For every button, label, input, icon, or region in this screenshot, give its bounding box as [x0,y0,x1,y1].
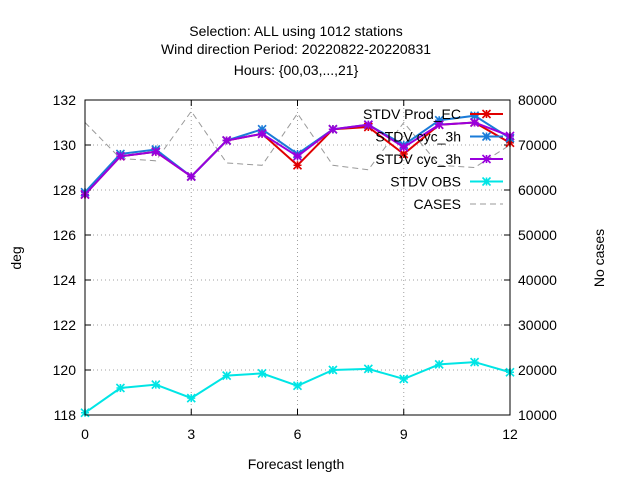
x-tick-label: 0 [81,426,89,442]
series-line-cases-4 [84,110,511,171]
data-point-stdv-cyc-3h-2 [222,135,232,146]
legend: STDV Prod_EC STDV cyc_3h STDV cyc_3h STDV O… [363,106,503,212]
y-tick-label: 130 [53,137,77,153]
x-tick-label: 12 [502,426,518,442]
legend-label: STDV cyc_3h [375,151,461,167]
y2-tick-label: 10000 [518,407,557,423]
data-point-stdv-cyc-3h-2 [470,117,480,128]
legend-marker [481,109,492,119]
y-tick-label: 122 [53,317,77,333]
y2-tick-label: 70000 [518,137,557,153]
y-axis-label: deg [8,246,24,269]
y-tick-label: 124 [53,272,77,288]
x-tick-label: 3 [187,426,195,442]
data-point-stdv-cyc-3h-2 [186,171,196,182]
data-point-stdv-obs-3 [186,393,196,403]
data-point-stdv-obs-3 [151,380,161,390]
data-point-stdv-obs-3 [399,374,409,384]
series-layer [80,110,515,418]
data-point-stdv-obs-3 [257,368,267,378]
data-point-stdv-obs-3 [328,365,338,375]
y2-tick-label: 30000 [518,317,557,333]
legend-label: STDV Prod_EC [363,106,461,122]
legend-label: STDV OBS [390,174,461,190]
data-point-stdv-cyc-3h-2 [363,120,373,130]
y-tick-label: 128 [53,182,77,198]
y-tick-label: 132 [53,92,77,108]
data-point-stdv-cyc-3h-2 [115,151,125,161]
data-point-stdv-cyc-3h-1 [470,111,480,121]
legend-marker [481,131,492,142]
y-tick-label: 120 [53,362,77,378]
plot-frame [84,99,511,416]
data-point-stdv-obs-3 [434,359,444,369]
y2-tick-label: 40000 [518,272,557,288]
data-point-stdv-obs-3 [115,383,125,393]
legend-label: CASES [414,196,461,212]
y2-tick-label: 50000 [518,227,557,243]
x-tick-label: 6 [294,426,302,442]
y-tick-label: 118 [54,407,77,423]
x-tick-label: 9 [400,426,408,442]
data-point-stdv-prod-ec-0 [399,149,409,159]
axis-ticks: 1181201221241261281301321000020000300004… [53,92,558,442]
data-point-stdv-cyc-3h-2 [434,120,444,130]
data-point-stdv-cyc-3h-1 [434,115,444,125]
data-point-stdv-obs-3 [470,357,480,367]
data-point-stdv-cyc-3h-2 [151,147,161,157]
y-tick-label: 126 [53,227,77,243]
data-point-stdv-cyc-3h-2 [328,124,338,134]
y2-axis-label: No cases [591,229,607,287]
title-line-hours: Hours: {00,03,...,21} [234,62,359,78]
legend-label: STDV cyc_3h [375,129,461,145]
title-line-selection: Selection: ALL using 1012 stations [189,23,403,39]
data-point-stdv-cyc-3h-2 [399,142,409,152]
title-line-period: Wind direction Period: 20220822-20220831 [161,41,431,57]
legend-marker [481,154,492,164]
chart-title: Selection: ALL using 1012 stations Wind … [161,23,431,78]
data-point-stdv-cyc-3h-2 [292,151,303,161]
data-point-stdv-prod-ec-0 [292,160,303,170]
data-point-stdv-cyc-3h-2 [257,129,267,139]
grid-lines [85,100,510,415]
x-axis-label: Forecast length [248,456,345,472]
data-point-stdv-obs-3 [292,381,303,391]
data-point-stdv-obs-3 [222,371,232,381]
y2-tick-label: 60000 [518,182,557,198]
data-point-stdv-cyc-3h-1 [257,124,267,134]
y2-tick-label: 20000 [518,362,557,378]
y2-tick-label: 80000 [518,92,557,108]
legend-marker [481,176,492,187]
data-point-stdv-obs-3 [363,364,373,374]
